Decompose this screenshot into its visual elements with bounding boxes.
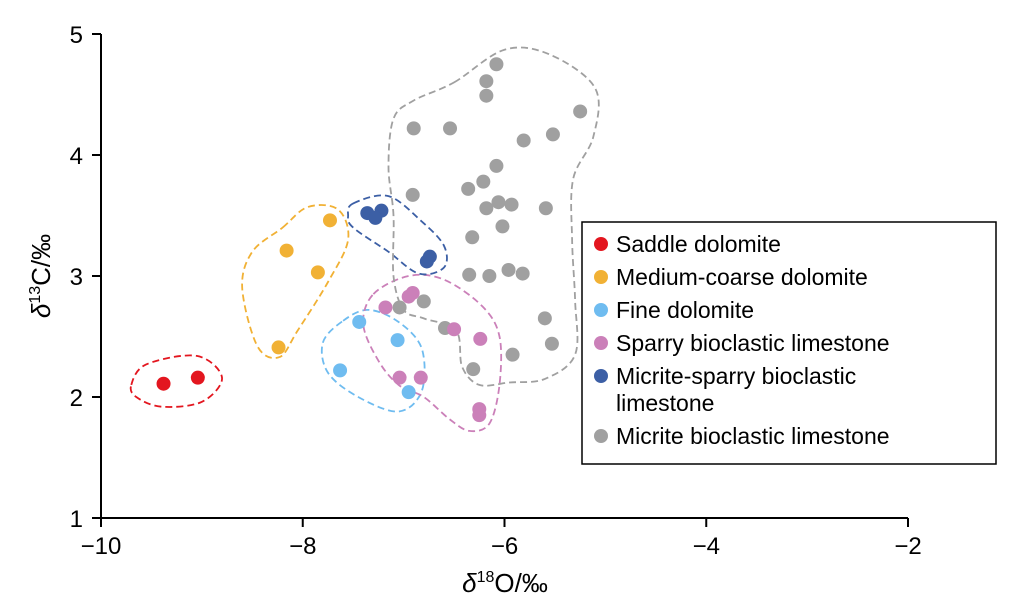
point-micrite-bioclastic-limestone: [573, 104, 588, 119]
point-medium-coarse-dolomite: [322, 213, 337, 228]
point-micrite-bioclastic-limestone: [544, 336, 559, 351]
outline-sparry-bioclastic-limestone: [362, 273, 503, 433]
point-sparry-bioclastic-limestone: [413, 370, 428, 385]
legend-marker-micrite-sparry-bioclastic-limestone: [594, 369, 608, 383]
point-medium-coarse-dolomite: [310, 265, 325, 280]
point-micrite-bioclastic-limestone: [405, 187, 420, 202]
point-medium-coarse-dolomite: [279, 243, 294, 258]
point-sparry-bioclastic-limestone: [472, 408, 487, 423]
point-fine-dolomite: [390, 333, 405, 348]
point-micrite-bioclastic-limestone: [461, 181, 476, 196]
point-micrite-bioclastic-limestone: [482, 269, 497, 283]
y-axis-title-sup: 13: [27, 286, 44, 304]
point-sparry-bioclastic-limestone: [473, 331, 488, 346]
legend-label-sparry-bioclastic-limestone: Sparry bioclastic limestone: [616, 330, 890, 356]
point-saddle-dolomite: [156, 376, 171, 391]
legend-marker-medium-coarse-dolomite: [594, 270, 608, 284]
y-tick-label: 5: [70, 22, 83, 49]
y-tick-label: 1: [70, 506, 83, 533]
x-axis-title-prefix: δ: [462, 568, 477, 598]
point-micrite-bioclastic-limestone: [537, 311, 552, 326]
outline-micrite-bioclastic-limestone: [387, 46, 600, 387]
point-micrite-sparry-bioclastic-limestone: [368, 210, 383, 225]
data-points: [156, 57, 588, 423]
point-sparry-bioclastic-limestone: [401, 289, 416, 304]
y-axis-ticks: 1 2 3 4 5: [70, 22, 101, 533]
point-micrite-sparry-bioclastic-limestone: [419, 254, 434, 269]
y-tick-label: 3: [70, 264, 83, 291]
outline-saddle-dolomite: [129, 354, 223, 408]
legend-label-micrite-sparry-bioclastic-limestone: limestone: [616, 390, 714, 416]
point-micrite-bioclastic-limestone: [465, 230, 480, 245]
y-axis-title-suffix: C/‰: [26, 234, 56, 286]
point-micrite-bioclastic-limestone: [489, 158, 504, 173]
point-fine-dolomite: [333, 363, 348, 378]
point-sparry-bioclastic-limestone: [392, 370, 407, 385]
point-medium-coarse-dolomite: [271, 340, 286, 355]
point-micrite-bioclastic-limestone: [505, 347, 520, 362]
point-micrite-bioclastic-limestone: [545, 127, 560, 142]
point-micrite-bioclastic-limestone: [416, 294, 431, 309]
legend-marker-fine-dolomite: [594, 303, 608, 317]
x-axis-title-suffix: O/‰: [494, 568, 547, 598]
x-axis-ticks: −10 −8 −6 −4 −2: [81, 518, 922, 560]
legend-label-medium-coarse-dolomite: Medium-coarse dolomite: [616, 264, 868, 290]
point-fine-dolomite: [401, 385, 416, 400]
point-micrite-bioclastic-limestone: [476, 174, 491, 189]
point-micrite-bioclastic-limestone: [466, 362, 481, 377]
point-micrite-bioclastic-limestone: [489, 57, 504, 72]
point-micrite-bioclastic-limestone: [516, 133, 531, 148]
point-micrite-bioclastic-limestone: [479, 201, 494, 216]
point-sparry-bioclastic-limestone: [378, 300, 393, 315]
point-micrite-bioclastic-limestone: [406, 121, 421, 136]
point-fine-dolomite: [352, 314, 367, 329]
legend-box: [581, 221, 997, 465]
point-micrite-bioclastic-limestone: [479, 88, 494, 103]
legend-label-micrite-sparry-bioclastic-limestone: Micrite-sparry bioclastic: [616, 363, 856, 389]
legend-label-saddle-dolomite: Saddle dolomite: [616, 231, 781, 257]
point-sparry-bioclastic-limestone: [447, 322, 462, 337]
x-tick-label: −4: [693, 533, 720, 560]
y-tick-label: 4: [70, 143, 83, 170]
point-micrite-bioclastic-limestone: [495, 219, 510, 234]
point-micrite-bioclastic-limestone: [443, 121, 458, 136]
point-micrite-bioclastic-limestone: [479, 74, 494, 89]
legend: Saddle dolomite Medium-coarse dolomite Fin…: [581, 221, 997, 465]
legend-marker-sparry-bioclastic-limestone: [594, 336, 608, 350]
legend-marker-micrite-bioclastic-limestone: [594, 429, 608, 443]
point-micrite-bioclastic-limestone: [491, 195, 506, 210]
outline-fine-dolomite: [320, 308, 426, 413]
group-outlines: [129, 46, 600, 433]
point-micrite-bioclastic-limestone: [462, 267, 477, 282]
point-saddle-dolomite: [190, 370, 205, 385]
y-tick-label: 2: [70, 385, 83, 412]
legend-marker-saddle-dolomite: [594, 237, 608, 251]
outline-medium-coarse-dolomite: [241, 204, 350, 360]
point-micrite-bioclastic-limestone: [501, 262, 516, 277]
point-micrite-bioclastic-limestone: [504, 197, 519, 212]
y-axis-title: δ13C/‰: [26, 234, 56, 318]
outline-micrite-sparry-bioclastic-limestone: [347, 194, 448, 276]
point-micrite-bioclastic-limestone: [392, 300, 407, 315]
x-tick-label: −8: [289, 533, 316, 560]
x-axis-title-sup: 18: [477, 569, 495, 586]
legend-label-micrite-bioclastic-limestone: Micrite bioclastic limestone: [616, 423, 890, 449]
point-micrite-bioclastic-limestone: [538, 201, 553, 216]
y-axis-title-prefix: δ: [26, 303, 56, 318]
x-axis-title: δ18O/‰: [462, 568, 548, 598]
x-tick-label: −10: [81, 533, 122, 560]
point-micrite-bioclastic-limestone: [515, 266, 530, 281]
x-tick-label: −6: [491, 533, 518, 560]
x-tick-label: −2: [894, 533, 921, 560]
legend-label-fine-dolomite: Fine dolomite: [616, 297, 754, 323]
